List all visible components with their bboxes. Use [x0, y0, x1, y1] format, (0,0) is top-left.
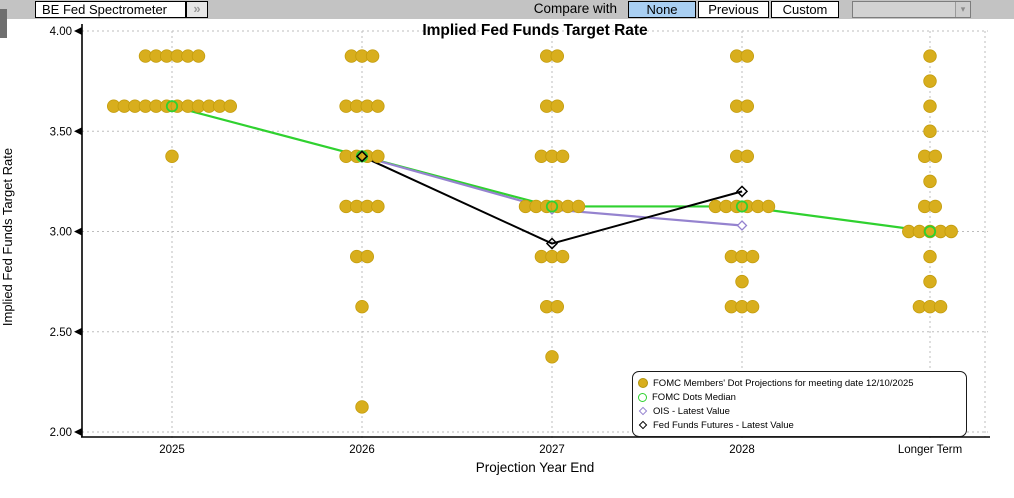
- x-axis-title: Projection Year End: [475, 460, 595, 475]
- x-tick-label: 2027: [539, 444, 565, 456]
- fomc-dot: [944, 224, 958, 239]
- fomc-dot: [923, 274, 937, 289]
- ois-diamond-marker: [736, 220, 748, 231]
- series-lines-layer: [171, 105, 931, 245]
- top-markers-layer: [165, 100, 937, 250]
- y-tick-label: 2.00: [50, 427, 72, 439]
- compare-with-label: Compare with: [533, 1, 617, 16]
- legend-item: OIS - Latest Value: [638, 406, 961, 417]
- dot-plot-svg: 4.00 3.50 3.00 2.50 2.00 2025 2026 2027 2028 Long…: [50, 24, 990, 456]
- toolbar: BE Fed Spectrometer » Compare with None …: [0, 0, 1014, 19]
- legend-item: FOMC Members' Dot Projections for meetin…: [638, 378, 961, 389]
- fomc-dot: [223, 99, 238, 113]
- open-diamond-icon: [638, 420, 648, 430]
- legend-item-label: Fed Funds Futures - Latest Value: [653, 419, 794, 431]
- fomc-dot: [371, 99, 385, 113]
- median-circle-marker: [923, 225, 937, 238]
- y-tick-arrow-icon: [74, 428, 82, 436]
- fomc-dot: [550, 299, 565, 314]
- fomc-dot: [545, 350, 559, 364]
- fomc-dot: [371, 199, 385, 214]
- y-tick-label: 3.00: [50, 227, 72, 239]
- open-circle-icon: [638, 392, 647, 402]
- y-tick-arrow-icon: [74, 227, 82, 236]
- compare-option-previous[interactable]: Previous: [698, 1, 769, 18]
- chart-area: 4.00 3.50 3.00 2.50 2.00 2025 2026 2027 2028 Long…: [0, 19, 1014, 498]
- fomc-dot: [933, 299, 948, 314]
- fomc-dot: [360, 249, 375, 264]
- fomc-dot: [923, 74, 937, 88]
- fomc-dot: [371, 149, 385, 164]
- legend-item: FOMC Dots Median: [638, 392, 961, 403]
- chevron-down-icon[interactable]: ▾: [955, 2, 970, 17]
- x-tick-label: Longer Term: [898, 444, 962, 456]
- y-tick-label: 4.00: [50, 26, 72, 38]
- chart-title: Implied Fed Funds Target Rate: [422, 22, 648, 39]
- legend: FOMC Members' Dot Projections for meetin…: [632, 371, 967, 437]
- window-edge-strip: [0, 9, 7, 38]
- fomc-dot: [555, 249, 570, 264]
- fomc-dot: [740, 149, 755, 164]
- median-circle-marker: [735, 200, 749, 213]
- futures-diamond-marker: [545, 237, 559, 250]
- y-tick-label: 2.50: [50, 327, 72, 339]
- fomc-dot: [165, 149, 179, 164]
- expand-chevrons-button[interactable]: »: [186, 1, 208, 18]
- legend-item: Fed Funds Futures - Latest Value: [638, 420, 961, 431]
- futures-diamond-marker: [355, 150, 369, 163]
- compare-option-none[interactable]: None: [628, 1, 696, 18]
- fomc-dot: [923, 49, 937, 63]
- fomc-dot: [740, 99, 755, 113]
- fomc-dot: [365, 49, 380, 63]
- fomc-dot: [928, 199, 943, 214]
- fomc-dot: [923, 249, 937, 264]
- custom-compare-dropdown[interactable]: ▾: [852, 1, 971, 18]
- preset-selector[interactable]: BE Fed Spectrometer: [35, 1, 186, 18]
- fomc-dot: [928, 149, 943, 164]
- median-circle-marker: [165, 100, 179, 113]
- x-tick-label: 2028: [729, 444, 755, 456]
- y-tick-label: 3.50: [50, 126, 72, 138]
- legend-item-label: FOMC Dots Median: [652, 391, 736, 403]
- fomc-dot: [740, 49, 755, 63]
- fomc-dot: [191, 49, 206, 63]
- fomc-dot: [923, 99, 937, 113]
- x-tick-label: 2026: [349, 444, 375, 456]
- compare-option-custom[interactable]: Custom: [771, 1, 839, 18]
- futures-diamond-marker: [735, 185, 749, 198]
- fomc-dot: [745, 299, 760, 314]
- y-axis-title: Implied Fed Funds Target Rate: [0, 147, 15, 327]
- fomc-dot: [761, 199, 776, 214]
- legend-item-label: OIS - Latest Value: [653, 405, 730, 417]
- open-diamond-icon: [638, 406, 648, 416]
- fomc-dot: [555, 149, 570, 164]
- filled-circle-icon: [638, 378, 648, 388]
- fomc-dot: [571, 199, 586, 214]
- fomc-dot: [745, 249, 760, 264]
- y-tick-arrow-icon: [74, 327, 82, 336]
- axes-layer: 4.00 3.50 3.00 2.50 2.00 2025 2026 2027 2028 Long…: [50, 24, 990, 456]
- fomc-dot: [923, 124, 937, 138]
- fomc-dot: [550, 99, 565, 113]
- fomc-dot: [923, 174, 937, 189]
- y-tick-arrow-icon: [74, 127, 82, 136]
- fomc-dot: [355, 299, 369, 314]
- median-circle-marker: [545, 200, 559, 213]
- fomc-dot: [355, 400, 369, 414]
- series-line: [361, 155, 743, 245]
- fomc-dot: [735, 274, 749, 289]
- dots-layer: [106, 49, 958, 414]
- legend-item-label: FOMC Members' Dot Projections for meetin…: [653, 377, 914, 389]
- y-tick-arrow-icon: [74, 27, 82, 35]
- x-tick-label: 2025: [159, 444, 185, 456]
- fomc-dot: [550, 49, 565, 63]
